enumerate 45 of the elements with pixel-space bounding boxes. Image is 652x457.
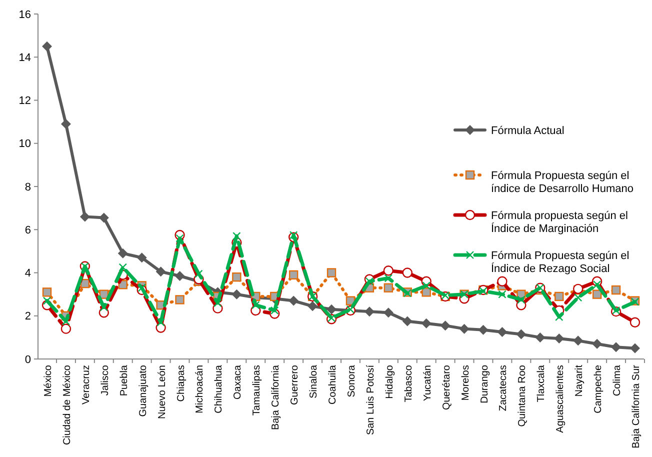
legend-label: Fórmula Actual — [491, 124, 564, 137]
y-tick-label: 10 — [18, 138, 31, 150]
x-tick-label: Tabasco — [403, 364, 414, 402]
y-tick-label: 6 — [24, 224, 31, 236]
x-tick-label: Campeche — [593, 364, 604, 414]
x-tick-label: Aguascalientes — [555, 365, 566, 433]
x-tick-label: Nuevo León — [156, 365, 168, 419]
y-tick-label: 0 — [24, 354, 31, 366]
x-tick-label: Puebla — [118, 364, 130, 396]
x-tick-label: Baja California Sur — [631, 364, 642, 448]
x-tick-label: Michoacán — [194, 365, 206, 414]
y-tick-label: 16 — [18, 8, 31, 21]
x-tick-label: Zacatecas — [498, 365, 510, 412]
x-tick-label: Tamaulipas — [252, 365, 263, 416]
x-tick-label: Chiapas — [176, 365, 187, 402]
x-tick-label: Jalisco — [100, 364, 111, 396]
y-tick-label: 2 — [24, 310, 31, 323]
x-tick-label: Durango — [479, 364, 490, 404]
x-tick-label: Tlaxcala — [536, 364, 548, 402]
x-tick-label: Sinaloa — [308, 364, 320, 398]
x-tick-label: Ciudad de México — [62, 364, 73, 446]
legend-label: Fórmula Propuesta según el Índice de Rezago Social — [491, 250, 630, 276]
x-tick-label: Hidalgo — [384, 364, 396, 399]
x-tick-label: Coahuila — [328, 364, 339, 404]
x-tick-label: Oaxaca — [232, 364, 244, 400]
x-tick-label: Baja California — [270, 364, 282, 430]
y-tick-label: 12 — [18, 95, 31, 108]
y-tick-label: 4 — [24, 268, 31, 280]
x-tick-label: Sonora — [346, 364, 358, 398]
x-tick-label: México — [43, 364, 54, 397]
x-tick-label: Chihuahua — [214, 364, 225, 414]
x-tick-label: Veracruz — [80, 365, 92, 404]
x-tick-label: Morelos — [460, 365, 472, 401]
x-tick-label: San Luis Potosí — [365, 364, 376, 436]
y-tick-label: 14 — [18, 52, 31, 64]
legend-label: Fórmula propuesta según el Índice de Marginación — [491, 210, 628, 236]
x-tick-label: Colima — [612, 364, 624, 396]
x-tick-label: Querétaro — [441, 364, 452, 410]
x-tick-label: Guanajuato — [138, 364, 149, 417]
x-tick-label: Quintana Roo — [517, 364, 528, 427]
x-tick-label: Yucatán — [422, 365, 434, 402]
y-tick-label: 8 — [24, 181, 31, 194]
x-tick-label: Guerrero — [290, 364, 301, 406]
x-tick-label: Nayarit — [574, 364, 586, 397]
legend-label: Fórmula Propuesta según el índice de Desarrollo Humano — [491, 170, 634, 196]
